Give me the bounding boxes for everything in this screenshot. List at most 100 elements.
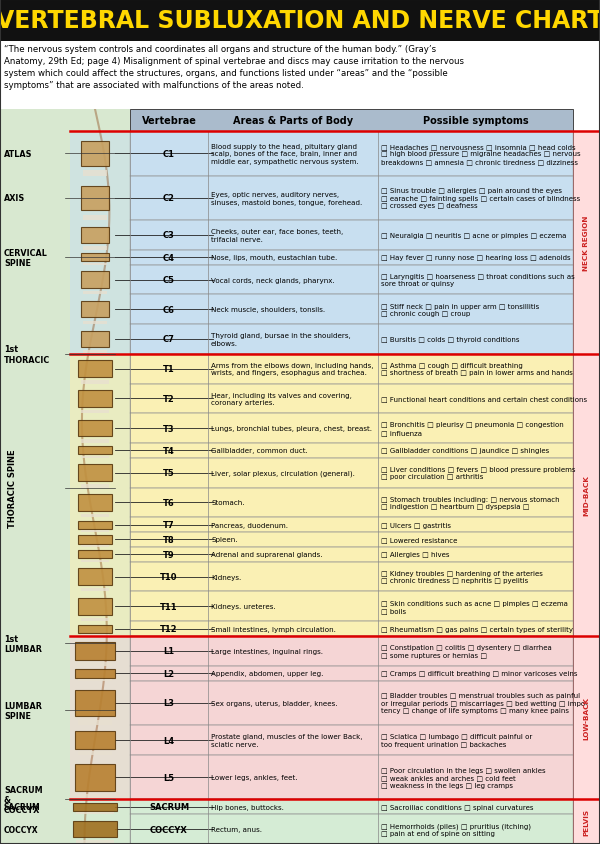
Bar <box>81 142 109 166</box>
Bar <box>130 443 573 458</box>
Text: Lungs, bronchial tubes, pleura, chest, breast.: Lungs, bronchial tubes, pleura, chest, b… <box>211 425 372 431</box>
Text: T10: T10 <box>160 572 178 582</box>
Bar <box>573 132 600 354</box>
Text: □ Sinus trouble □ allergies □ pain around the eyes
□ earache □ fainting spells □: □ Sinus trouble □ allergies □ pain aroun… <box>381 188 580 209</box>
Bar <box>80 560 109 562</box>
Bar <box>130 265 573 295</box>
Bar <box>83 351 107 354</box>
Text: □ Functional heart conditions and certain chest conditions: □ Functional heart conditions and certai… <box>381 396 587 402</box>
Text: Spleen.: Spleen. <box>211 537 238 543</box>
Text: SACRUM
&
COCCYX: SACRUM & COCCYX <box>4 785 43 814</box>
Text: □ Headaches □ nervousness □ insomnia □ head colds
□ high blood pressure □ migrai: □ Headaches □ nervousness □ insomnia □ h… <box>381 143 581 165</box>
Bar <box>130 755 573 799</box>
Bar <box>130 488 573 517</box>
Bar <box>130 621 573 636</box>
Text: T3: T3 <box>163 424 175 433</box>
Bar <box>80 440 109 443</box>
Bar <box>130 666 573 681</box>
Bar <box>80 457 109 458</box>
Bar <box>78 391 112 407</box>
Bar <box>130 681 573 725</box>
Bar <box>130 354 573 384</box>
Bar <box>130 592 573 621</box>
Bar <box>73 821 117 837</box>
Bar <box>78 420 112 436</box>
Text: COCCYX: COCCYX <box>150 825 188 834</box>
Bar <box>78 569 112 585</box>
Text: □ Cramps □ difficult breathing □ minor varicoses veins: □ Cramps □ difficult breathing □ minor v… <box>381 670 577 676</box>
Bar <box>78 465 112 481</box>
Text: Prostate gland, muscles of the lower Back,
sciatic nerve.: Prostate gland, muscles of the lower Bac… <box>211 733 362 747</box>
Text: □ Bronchitis □ pleurisy □ pneumonia □ congestion
□ influenza: □ Bronchitis □ pleurisy □ pneumonia □ co… <box>381 422 564 436</box>
Text: MID-BACK: MID-BACK <box>583 475 589 516</box>
Bar <box>130 725 573 755</box>
Text: Eyes, optic nerves, auditory nerves,
sinuses, mastoid bones, tongue, forehead.: Eyes, optic nerves, auditory nerves, sin… <box>211 192 362 205</box>
Text: Liver, solar plexus, circulation (general).: Liver, solar plexus, circulation (genera… <box>211 470 355 476</box>
Text: □ Constipation □ colitis □ dysentery □ diarrhea
□ some ruptures or hernias □: □ Constipation □ colitis □ dysentery □ d… <box>381 644 552 657</box>
Text: Hip bones, buttocks.: Hip bones, buttocks. <box>211 804 284 810</box>
Text: ATLAS: ATLAS <box>4 149 32 159</box>
Bar <box>130 325 573 354</box>
Bar <box>75 731 115 749</box>
Bar <box>78 550 112 559</box>
Text: Large intestines, inguinal rings.: Large intestines, inguinal rings. <box>211 648 323 654</box>
Text: □ Ulcers □ gastritis: □ Ulcers □ gastritis <box>381 522 451 528</box>
Text: C1: C1 <box>163 149 175 159</box>
Bar <box>83 215 107 221</box>
Text: PELVIS: PELVIS <box>583 809 589 836</box>
Text: T8: T8 <box>163 535 175 544</box>
Text: □ Allergies □ hives: □ Allergies □ hives <box>381 552 449 558</box>
Text: Stomach.: Stomach. <box>211 500 245 506</box>
Bar <box>130 221 573 251</box>
Bar <box>81 332 109 348</box>
Text: T12: T12 <box>160 625 178 633</box>
Text: T9: T9 <box>163 550 175 560</box>
Bar <box>130 295 573 325</box>
Text: C5: C5 <box>163 276 175 284</box>
Bar <box>130 458 573 488</box>
Text: □ Liver conditions □ fevers □ blood pressure problems
□ poor circulation □ arthr: □ Liver conditions □ fevers □ blood pres… <box>381 467 575 480</box>
Bar <box>130 176 573 221</box>
Text: Blood supply to the head, pituitary gland
scalp, bones of the face, brain, inner: Blood supply to the head, pituitary glan… <box>211 143 359 165</box>
Bar <box>78 794 112 799</box>
Text: T7: T7 <box>163 521 175 529</box>
Bar <box>130 414 573 443</box>
Bar <box>80 545 109 547</box>
Text: □ Sciatica □ lumbago □ difficult painful or
too frequent urination □ backaches: □ Sciatica □ lumbago □ difficult painful… <box>381 733 532 747</box>
Bar <box>573 354 600 636</box>
Text: SACRUM: SACRUM <box>149 803 189 811</box>
Text: Nose, lips, mouth, eustachian tube.: Nose, lips, mouth, eustachian tube. <box>211 255 337 261</box>
Text: Arms from the elbows down, including hands,
wrists, and fingers, esophagus and t: Arms from the elbows down, including han… <box>211 362 373 376</box>
Bar <box>70 799 130 844</box>
Text: Kidneys.: Kidneys. <box>211 574 241 580</box>
Bar <box>130 517 573 533</box>
Bar <box>70 636 130 799</box>
Bar <box>78 720 112 725</box>
Bar <box>130 547 573 562</box>
Text: □ Neuralgia □ neuritis □ acne or pimples □ eczema: □ Neuralgia □ neuritis □ acne or pimples… <box>381 233 566 239</box>
Text: C2: C2 <box>163 194 175 203</box>
Bar <box>0 110 130 844</box>
Bar <box>83 247 107 251</box>
Bar <box>75 690 115 717</box>
Bar <box>0 0 600 42</box>
Text: T2: T2 <box>163 394 175 403</box>
Text: T6: T6 <box>163 498 175 507</box>
Text: □ Lowered resistance: □ Lowered resistance <box>381 537 457 543</box>
Text: LUMBAR
SPINE: LUMBAR SPINE <box>4 701 42 720</box>
Text: □ Asthma □ cough □ difficult breathing
□ shortness of breath □ pain in lower arm: □ Asthma □ cough □ difficult breathing □… <box>381 362 573 376</box>
Text: T4: T4 <box>163 446 175 455</box>
Text: Appendix, abdomen, upper leg.: Appendix, abdomen, upper leg. <box>211 670 323 676</box>
Bar <box>80 381 109 384</box>
Bar <box>81 228 109 244</box>
Bar <box>78 679 112 681</box>
Text: T11: T11 <box>160 602 178 611</box>
Text: Vertebrae: Vertebrae <box>142 116 196 126</box>
Text: Rectum, anus.: Rectum, anus. <box>211 826 262 832</box>
Bar <box>80 484 109 488</box>
Text: Neck muscle, shoulders, tonsils.: Neck muscle, shoulders, tonsils. <box>211 307 325 313</box>
Text: Hear, including its valves and covering,
coronary arteries.: Hear, including its valves and covering,… <box>211 392 352 406</box>
Text: C4: C4 <box>163 253 175 262</box>
Text: L1: L1 <box>163 647 175 656</box>
Text: □ Kidney troubles □ hardening of the arteries
□ chronic tiredness □ nephritis □ : □ Kidney troubles □ hardening of the art… <box>381 571 543 584</box>
